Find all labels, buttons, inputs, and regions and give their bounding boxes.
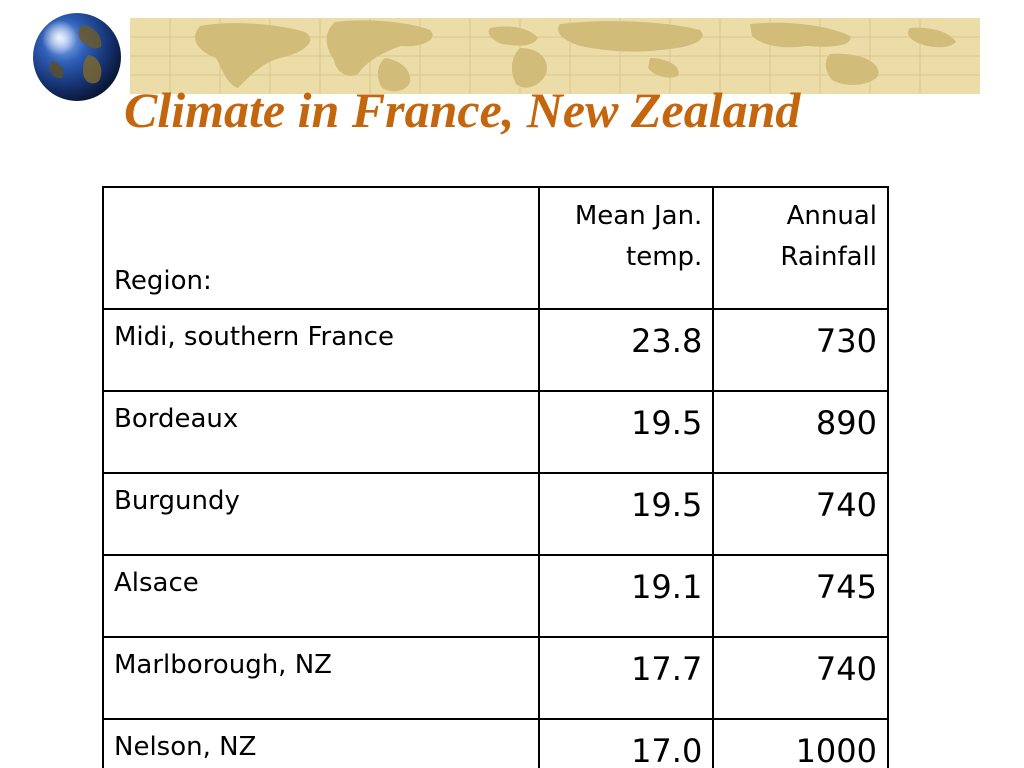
region-cell: Nelson, NZ [102,718,540,768]
rainfall-cell: 1000 [712,718,889,768]
table-row: Marlborough, NZ 17.7 740 [102,636,889,720]
temp-cell: 17.7 [537,636,715,720]
header-mean-jan-temp: Mean Jan. temp. [537,186,715,310]
temp-cell: 19.5 [537,390,715,474]
rainfall-cell: 890 [712,390,889,474]
region-cell: Burgundy [102,472,540,556]
rainfall-cell: 730 [712,308,889,392]
region-cell: Midi, southern France [102,308,540,392]
globe-icon [31,11,123,103]
rainfall-cell: 740 [712,472,889,556]
table-row: Bordeaux 19.5 890 [102,390,889,474]
slide-title: Climate in France, New Zealand [124,82,801,138]
climate-table: Region: Mean Jan. temp. Annual Rainfall … [102,186,889,768]
table-row: Alsace 19.1 745 [102,554,889,638]
temp-cell: 23.8 [537,308,715,392]
table-row: Nelson, NZ 17.0 1000 [102,718,889,768]
temp-cell: 19.1 [537,554,715,638]
header-region: Region: [102,186,540,310]
region-cell: Alsace [102,554,540,638]
temp-cell: 17.0 [537,718,715,768]
header-rain-line1: Annual [786,201,877,231]
temp-cell: 19.5 [537,472,715,556]
rainfall-cell: 745 [712,554,889,638]
rainfall-cell: 740 [712,636,889,720]
header-rain-line2: Rainfall [780,242,877,272]
region-cell: Marlborough, NZ [102,636,540,720]
header-temp-line2: temp. [626,242,703,272]
header-temp-line1: Mean Jan. [574,201,703,231]
table-header-row: Region: Mean Jan. temp. Annual Rainfall [102,186,889,310]
region-cell: Bordeaux [102,390,540,474]
world-map-banner [130,18,980,94]
table-row: Burgundy 19.5 740 [102,472,889,556]
table-row: Midi, southern France 23.8 730 [102,308,889,392]
header-annual-rainfall: Annual Rainfall [712,186,889,310]
